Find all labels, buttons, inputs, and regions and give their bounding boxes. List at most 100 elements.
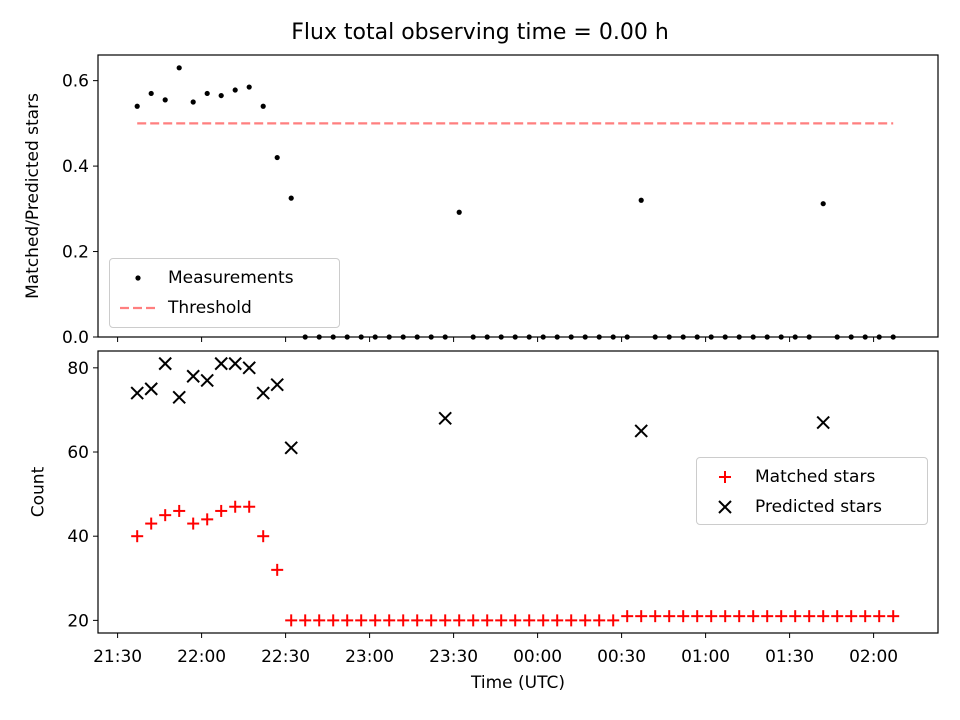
matched-star-point (257, 530, 270, 543)
matched-star-point (747, 610, 760, 623)
x-stroke-b (172, 390, 186, 405)
x-stroke-b (438, 411, 452, 426)
matched-star-point (761, 610, 774, 623)
matched-star-point (467, 614, 480, 627)
matched-star-point (159, 509, 172, 522)
top-legend: Measurements Threshold (109, 258, 340, 328)
matched-star-point (145, 517, 158, 530)
matched-star-point (369, 614, 382, 627)
predicted-star-point (256, 386, 270, 400)
y-tick-label: 0.2 (62, 243, 89, 263)
predicted-star-point (144, 382, 158, 396)
x-stroke-b (186, 369, 200, 383)
matched-star-point (789, 610, 802, 623)
y-tick-label: 0.4 (62, 157, 89, 177)
matched-star-point (355, 614, 368, 627)
legend-entry-matched-stars: Matched stars (697, 464, 927, 490)
matched-star-point (187, 517, 200, 530)
legend-label: Measurements (168, 268, 294, 288)
y-tick-label: 60 (67, 443, 89, 463)
measurement-point (232, 87, 238, 93)
x-stroke-b (144, 382, 158, 396)
matched-star-point (719, 610, 732, 623)
matched-star-point (565, 614, 578, 627)
matched-star-point (887, 610, 900, 623)
matched-star-point (523, 614, 536, 627)
matched-star-point (495, 614, 508, 627)
y-tick-label: 0.0 (62, 328, 89, 348)
x-tick-label: 22:00 (177, 647, 226, 667)
predicted-star-point (242, 361, 256, 375)
matched-star-point (271, 563, 284, 576)
x-stroke-b (158, 356, 172, 371)
x-tick-label: 02:00 (849, 647, 898, 667)
measurement-point (176, 65, 182, 71)
bottom-y-axis-label: Count (27, 466, 48, 518)
dot-marker-icon (135, 275, 141, 281)
dashed-line-icon (120, 306, 156, 310)
matched-star-point (845, 610, 858, 623)
x-tick-label: 00:00 (513, 647, 562, 667)
matched-star-point (537, 614, 550, 627)
matched-star-point (327, 614, 340, 627)
matched-star-point (873, 610, 886, 623)
x-stroke-b (228, 356, 242, 371)
matched-star-point (831, 610, 844, 623)
x-tick-label: 23:00 (345, 647, 394, 667)
x-tick-label: 00:30 (597, 647, 646, 667)
measurement-point (162, 97, 168, 103)
bottom-subplot: 20 40 60 80 21:30 22:00 22:30 23:00 23:30 00:00 00… (67, 350, 939, 667)
predicted-star-point (158, 356, 172, 371)
axes-frame (97, 54, 939, 338)
x-stroke-b (816, 415, 830, 430)
matched-star-point (439, 614, 452, 627)
matched-star-point (383, 614, 396, 627)
matched-star-point (453, 614, 466, 627)
x-tick-label: 01:00 (681, 647, 730, 667)
chart-title: Flux total observing time = 0.00 h (291, 20, 669, 45)
predicted-star-point (172, 390, 186, 405)
matched-star-point (509, 614, 522, 627)
x-stroke-b (284, 441, 298, 455)
x-tick-label: 23:30 (429, 647, 478, 667)
matched-star-point (733, 610, 746, 623)
predicted-star-point (270, 377, 284, 392)
measurement-point (288, 195, 294, 201)
matched-star-point (341, 614, 354, 627)
measurement-point (820, 201, 826, 207)
measurement-point (456, 209, 462, 215)
matched-star-point (299, 614, 312, 627)
matched-star-point (411, 614, 424, 627)
top-y-axis-label: Matched/Predicted stars (22, 93, 43, 299)
matched-star-point (677, 610, 690, 623)
measurement-point (134, 103, 140, 109)
measurement-point (204, 90, 210, 97)
legend-entry-measurements: Measurements (110, 265, 339, 291)
measurement-point (274, 154, 280, 161)
measurement-point (190, 99, 196, 105)
matched-star-point (397, 614, 410, 627)
matched-star-point (817, 610, 830, 623)
predicted-star-point (130, 386, 144, 400)
matched-star-point (663, 610, 676, 623)
y-tick-label: 80 (67, 359, 89, 379)
matched-star-point (649, 610, 662, 623)
measurement-point (638, 197, 644, 203)
matched-star-point (313, 614, 326, 627)
x-stroke-b (256, 386, 270, 400)
matched-star-point (285, 614, 298, 627)
matched-star-point (803, 610, 816, 623)
matched-star-point (607, 614, 620, 627)
plus-marker-icon (719, 471, 731, 483)
measurement-point (260, 103, 266, 109)
y-tick-label: 0.6 (62, 72, 89, 92)
x-tick-label: 01:30 (765, 647, 814, 667)
matched-star-point (229, 500, 242, 513)
axes-frame (97, 350, 939, 634)
matched-star-point (859, 610, 872, 623)
matched-star-point (243, 500, 256, 513)
matched-star-point (131, 530, 144, 543)
matched-star-point (215, 504, 228, 517)
legend-entry-predicted-stars: Predicted stars (697, 494, 927, 520)
matched-star-point (201, 513, 214, 526)
